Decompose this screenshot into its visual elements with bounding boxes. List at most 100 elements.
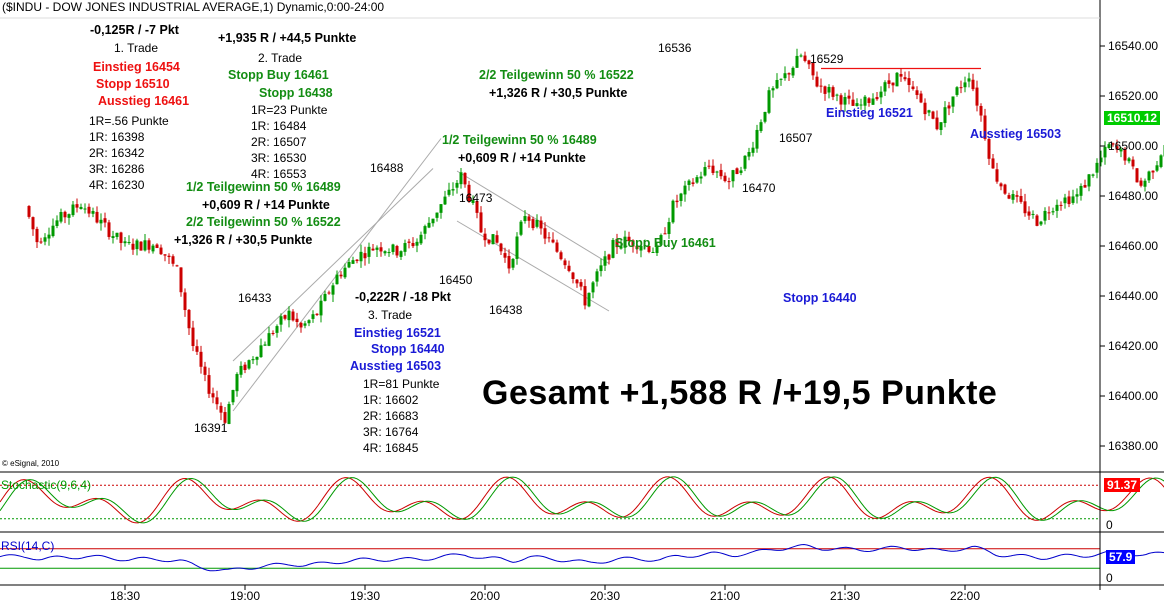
candle-body [119,232,123,243]
x-tick-label: 20:30 [590,589,620,603]
candle-body [403,243,407,252]
candle-body [799,55,803,57]
candle-body [807,60,811,65]
candle-body [39,241,43,243]
candle-body [99,219,103,224]
x-tick-label: 19:30 [350,589,380,603]
trade3-entry: Einstieg 16521 [354,326,441,340]
rsi-pane [0,543,1164,572]
candle-body [567,265,571,271]
candle-body [283,315,287,319]
candle-body [747,152,751,157]
rsi-last-badge: 57.9 [1106,550,1136,564]
candle-body [955,87,959,95]
candle-body [919,93,923,103]
candle-body [351,260,355,264]
right-stop: Stopp 16440 [783,291,857,305]
candle-body [839,95,843,105]
candle-body [879,91,883,98]
candle-body [491,234,495,245]
candle-body [191,327,195,347]
candle-body [863,96,867,106]
candle-body [819,85,823,87]
candle-body [803,55,807,61]
candle-body [427,222,431,228]
candle-body [543,228,547,239]
candle-body [787,73,791,75]
price-label-16433: 16433 [238,291,272,305]
candle-body [107,222,111,237]
candle-body [239,365,243,375]
candle-body [1059,204,1063,206]
candle-body [339,274,343,277]
rsi-line [0,543,1164,572]
candle-body [975,87,979,106]
right-stop-buy: Stopp Buy 16461 [615,236,716,250]
candle-body [27,206,31,217]
candle-body [983,115,987,139]
candle-body [123,241,127,244]
candle-body [811,63,815,76]
candle-body [727,181,731,183]
candle-body [843,97,847,105]
candle-body [655,245,659,254]
candle-body [171,256,175,264]
price-label-16529: 16529 [810,52,844,66]
candle-body [699,176,703,179]
candle-body [711,165,715,173]
candle-body [451,189,455,191]
candle-body [71,204,75,216]
candle-body [143,240,147,251]
trade3-result: -0,222R / -18 Pkt [355,290,451,304]
candle-body [927,110,931,113]
candle-body [359,251,363,262]
trade2-1r: 1R: 16484 [251,119,307,133]
trade2-half1-result: +0,609 R / +14 Punkte [202,198,330,212]
candle-body [931,111,935,119]
candle-body [155,244,159,249]
candle-body [135,240,139,250]
candle-body [151,245,155,252]
candle-body [735,168,739,175]
candle-body [91,211,95,214]
candle-body [163,254,167,256]
candle-body [379,247,383,252]
candle-body [635,245,639,250]
y-tick-label: 16500.00 [1108,139,1158,153]
candle-body [487,239,491,244]
candle-body [1031,213,1035,215]
candle-body [895,72,899,87]
candle-body [907,78,911,86]
candle-body [643,245,647,247]
candle-body [599,265,603,272]
candle-body [1067,196,1071,205]
candle-body [43,237,47,242]
candle-body [587,292,591,307]
candle-body [299,322,303,328]
candle-body [279,316,283,325]
candle-body [1119,149,1123,152]
candle-body [1015,195,1019,197]
trade1-2r: 2R: 16342 [89,146,145,160]
y-tick-label: 16460.00 [1108,239,1158,253]
candle-body [667,222,671,235]
candle-body [979,105,983,116]
candle-body [603,256,607,266]
candle-body [263,344,267,346]
candle-body [679,193,683,201]
candle-body [815,76,819,87]
candle-body [923,102,927,115]
candle-body [211,393,215,398]
candle-body [95,211,99,223]
candle-body [459,172,463,185]
candle-body [383,251,387,254]
candle-body [1079,185,1083,196]
candle-body [911,86,915,89]
y-tick-label: 16520.00 [1108,89,1158,103]
candle-body [407,241,411,243]
candle-body [467,184,471,202]
candle-body [1075,194,1079,197]
candle-body [1019,196,1023,202]
candle-body [571,272,575,279]
